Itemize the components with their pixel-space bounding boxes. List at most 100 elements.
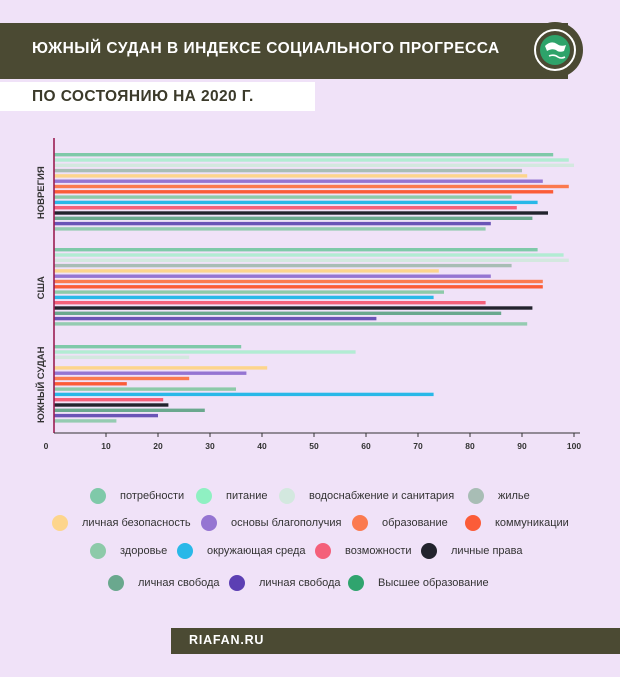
legend-label: здоровье bbox=[120, 545, 168, 557]
page-subtitle: ПО СОСТОЯНИЮ НА 2020 Г. bbox=[32, 88, 254, 105]
legend-label: водоснабжение и санитария bbox=[309, 490, 455, 502]
bar-3-3 bbox=[54, 355, 190, 359]
bar-3-2 bbox=[54, 350, 356, 354]
site-label[interactable]: RIAFAN.RU bbox=[189, 633, 265, 647]
bar-1-11 bbox=[54, 206, 517, 210]
legend-item: личная свобода bbox=[108, 575, 220, 591]
legend-item: личная безопасность bbox=[52, 515, 191, 531]
bar-1-4 bbox=[54, 168, 522, 173]
bar-3-10 bbox=[54, 392, 434, 397]
bar-1-9 bbox=[54, 195, 512, 199]
bar-3-13 bbox=[54, 408, 205, 412]
legend-label: личная свобода bbox=[138, 577, 220, 589]
bar-2-6 bbox=[54, 274, 491, 278]
legend-swatch bbox=[465, 515, 481, 531]
legend-item: здоровье bbox=[90, 543, 167, 559]
legend-swatch bbox=[315, 543, 331, 559]
legend-label: окружающая среда bbox=[207, 545, 306, 557]
legend-swatch bbox=[348, 575, 364, 591]
x-tick-label: 70 bbox=[413, 441, 423, 451]
legend-swatch bbox=[177, 543, 193, 559]
bar-2-4 bbox=[54, 263, 512, 268]
legend-item: питание bbox=[196, 488, 267, 504]
bar-1-5 bbox=[54, 174, 528, 178]
bar-2-1 bbox=[54, 248, 538, 252]
bar-1-12 bbox=[54, 211, 548, 215]
legend-item: личная свобода bbox=[229, 575, 341, 591]
bar-2-9 bbox=[54, 290, 444, 294]
legend-label: коммуникации bbox=[495, 517, 569, 529]
bar-3-14 bbox=[54, 413, 158, 418]
bar-2-7 bbox=[54, 279, 543, 284]
legend-swatch bbox=[352, 515, 368, 531]
page-title: ЮЖНЫЙ СУДАН В ИНДЕКСЕ СОЦИАЛЬНОГО ПРОГРЕ… bbox=[32, 40, 500, 57]
category-label: ЮЖНЫЙ СУДАН bbox=[35, 346, 47, 423]
legend-label: жилье bbox=[498, 490, 530, 502]
header-bar bbox=[0, 23, 568, 79]
legend-swatch bbox=[468, 488, 484, 504]
bar-2-10 bbox=[54, 295, 434, 300]
legend-label: личная свобода bbox=[259, 577, 341, 589]
bar-1-14 bbox=[54, 221, 491, 226]
legend-item: Высшее образование bbox=[348, 575, 489, 591]
bar-chart: НОВРЕГИЯ США ЮЖНЫЙ СУДАН 0 10 20 30 40 50 60 70 80 9… bbox=[35, 138, 581, 451]
legend-swatch bbox=[201, 515, 217, 531]
legend-label: основы благополучия bbox=[231, 517, 342, 529]
bar-1-15 bbox=[54, 227, 486, 231]
bar-3-11 bbox=[54, 398, 164, 402]
legend-label: потребности bbox=[120, 490, 185, 502]
globe-emblem-icon bbox=[534, 29, 576, 71]
legend-item: окружающая среда bbox=[177, 543, 305, 559]
bar-1-7 bbox=[54, 184, 569, 189]
x-tick-label: 10 bbox=[101, 441, 111, 451]
subtitle-box bbox=[0, 82, 315, 111]
legend-swatch bbox=[108, 575, 124, 591]
bar-2-2 bbox=[54, 253, 564, 257]
bar-1-8 bbox=[54, 190, 554, 194]
legend-label: Высшее образование bbox=[378, 577, 489, 589]
x-tick-label: 50 bbox=[309, 441, 319, 451]
footer-bar bbox=[171, 628, 620, 654]
legend-swatch bbox=[229, 575, 245, 591]
legend-item: личные права bbox=[421, 543, 522, 559]
bar-2-13 bbox=[54, 311, 502, 315]
x-tick-label: 20 bbox=[153, 441, 163, 451]
legend-item: образование bbox=[352, 515, 448, 531]
category-label: США bbox=[36, 276, 47, 299]
legend-item: водоснабжение и санитария bbox=[279, 488, 454, 504]
x-tick-label: 90 bbox=[517, 441, 527, 451]
legend-label: питание bbox=[226, 490, 268, 502]
bar-3-15 bbox=[54, 419, 117, 423]
legend-label: личная безопасность bbox=[82, 517, 191, 529]
x-tick-label: 0 bbox=[44, 441, 49, 451]
bar-3-6 bbox=[54, 371, 247, 375]
legend-item: потребности bbox=[90, 488, 184, 504]
legend-swatch bbox=[421, 543, 437, 559]
x-tick-label: 80 bbox=[465, 441, 475, 451]
bar-2-3 bbox=[54, 258, 569, 262]
bar-3-5 bbox=[54, 366, 268, 370]
x-tick-label: 100 bbox=[567, 441, 581, 451]
legend-swatch bbox=[196, 488, 212, 504]
x-tick-label: 30 bbox=[205, 441, 215, 451]
bar-2-8 bbox=[54, 285, 543, 289]
legend-item: основы благополучия bbox=[201, 515, 341, 531]
legend-swatch bbox=[279, 488, 295, 504]
legend-label: образование bbox=[382, 517, 448, 529]
bar-1-1 bbox=[54, 153, 554, 157]
legend-label: возможности bbox=[345, 545, 412, 557]
bar-1-2 bbox=[54, 158, 569, 162]
bar-3-1 bbox=[54, 345, 242, 349]
bar-3-9 bbox=[54, 387, 236, 391]
bar-3-7 bbox=[54, 376, 190, 381]
bar-2-11 bbox=[54, 301, 486, 305]
bar-2-15 bbox=[54, 322, 528, 326]
bar-3-12 bbox=[54, 403, 169, 407]
bar-1-10 bbox=[54, 200, 538, 205]
bar-2-12 bbox=[54, 306, 533, 310]
legend-swatch bbox=[90, 488, 106, 504]
category-label: НОВРЕГИЯ bbox=[36, 166, 47, 219]
legend-item: коммуникации bbox=[465, 515, 569, 531]
logo bbox=[527, 22, 583, 78]
bar-3-8 bbox=[54, 382, 127, 386]
